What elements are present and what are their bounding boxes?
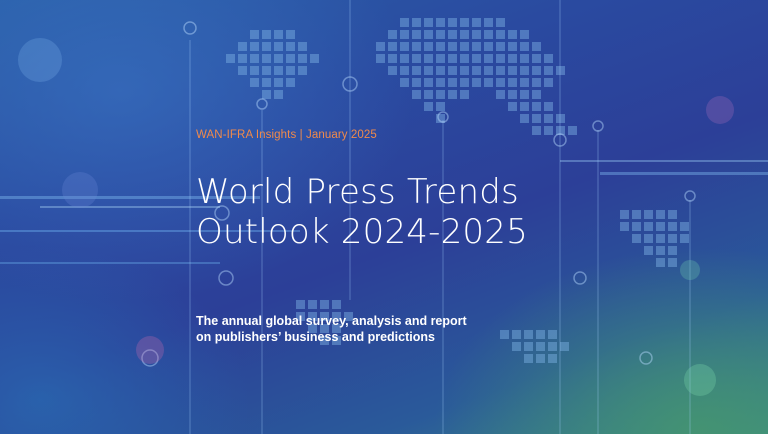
map-dots — [226, 18, 689, 363]
report-title-line-2: Outlook 2024-2025 — [196, 212, 528, 252]
report-subtitle: The annual global survey, analysis and r… — [196, 313, 736, 345]
report-subtitle-line-1: The annual global survey, analysis and r… — [196, 314, 467, 328]
report-title-line-1: World Press Trends — [196, 172, 519, 212]
report-subtitle-line-2: on publishers’ business and predictions — [196, 330, 435, 344]
title-block: WAN-IFRA Insights | January 2025 World P… — [196, 128, 736, 345]
report-title: World Press Trends Outlook 2024-2025 — [196, 172, 736, 252]
node-circles — [141, 21, 696, 367]
publication-kicker: WAN-IFRA Insights | January 2025 — [196, 129, 377, 141]
bokeh-lights — [18, 38, 734, 396]
connector-lines — [189, 0, 691, 434]
light-streaks — [0, 160, 768, 264]
